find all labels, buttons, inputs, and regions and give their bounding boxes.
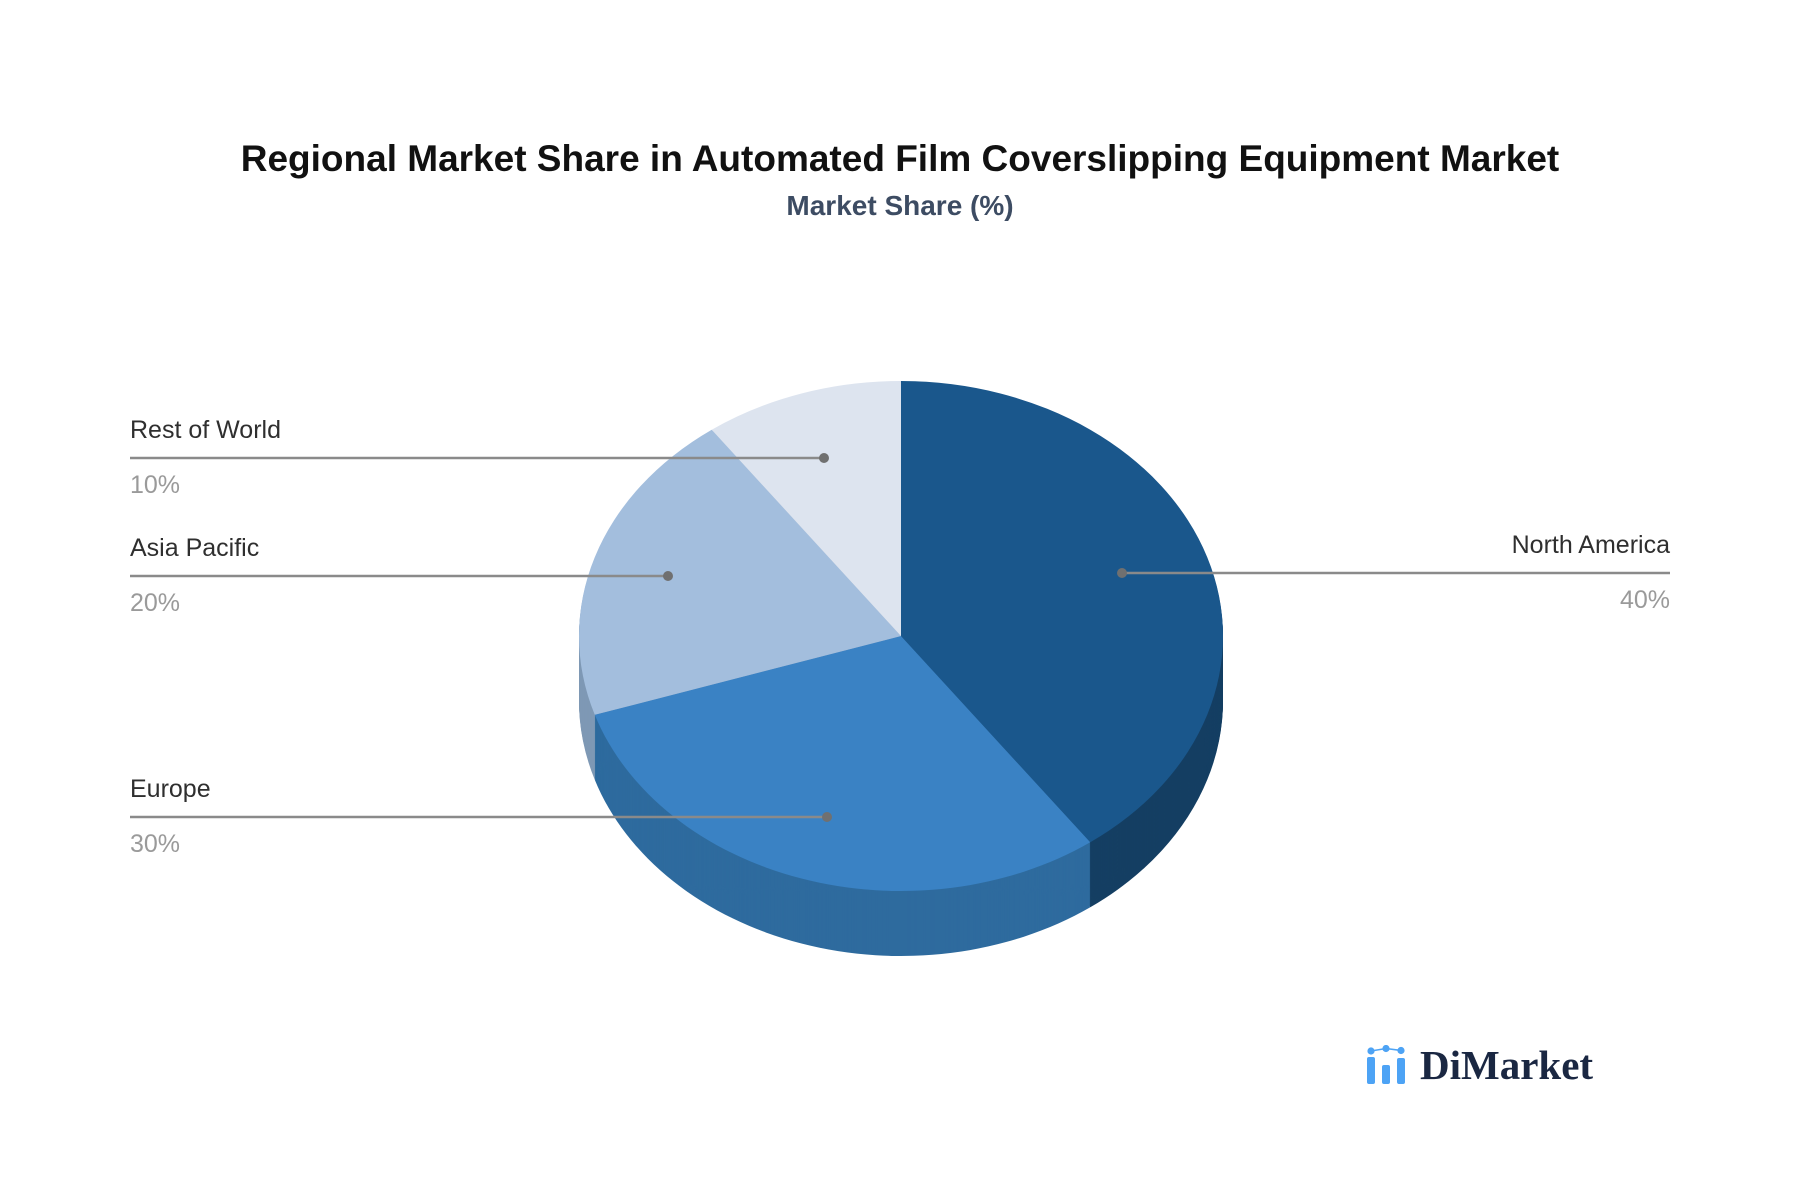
pie-label-europe: Europe xyxy=(130,775,211,803)
leader-dot-north-america xyxy=(1117,568,1127,578)
pie-label-north-america: North America xyxy=(1511,531,1670,559)
pie-slice-north-america[interactable] xyxy=(901,381,1223,843)
pie-slice-europe[interactable] xyxy=(594,636,1091,891)
pie-value-north-america: 40% xyxy=(1619,586,1670,614)
leader-dot-europe xyxy=(822,812,832,822)
pie-value-rest-of-world: 10% xyxy=(130,471,181,499)
brand-logo-text: DiMarket xyxy=(1420,1042,1594,1088)
pie-slice-asia-pacific[interactable] xyxy=(579,429,901,715)
chart-subtitle: Market Share (%) xyxy=(786,190,1014,221)
pie-value-asia-pacific: 20% xyxy=(130,589,181,617)
leader-dot-asia-pacific xyxy=(663,571,673,581)
pie-value-europe: 30% xyxy=(130,830,181,858)
leader-dot-rest-of-world xyxy=(819,453,829,463)
pie-label-rest-of-world: Rest of World xyxy=(130,416,281,444)
pie-label-asia-pacific: Asia Pacific xyxy=(130,534,260,562)
pie-slice-rest-of-world[interactable] xyxy=(711,381,901,636)
chart-title: Regional Market Share in Automated Film … xyxy=(240,138,1560,179)
bar-line-chart-icon xyxy=(1367,1045,1405,1084)
brand-logo: DiMarket xyxy=(1366,1042,1593,1088)
